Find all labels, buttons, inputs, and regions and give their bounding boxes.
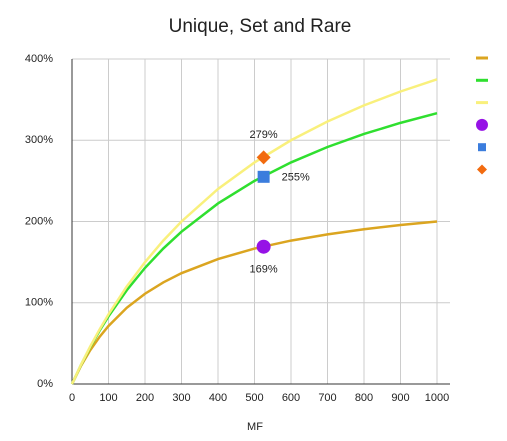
x-tick-label: 300 [172,392,190,404]
point [256,150,271,165]
legend-marker [478,143,486,152]
x-tick-label: 100 [99,392,117,404]
x-tick-label: 800 [355,392,373,404]
point [257,170,270,183]
data-label: 279% [250,129,278,141]
legend-marker [476,118,488,131]
x-tick-label: 900 [391,392,409,404]
chart-title: Unique, Set and Rare [169,16,352,37]
y-tick-label: 400% [25,53,53,65]
y-tick-label: 0% [37,378,53,390]
x-tick-label: 0 [69,392,75,404]
x-tick-label: 600 [282,392,300,404]
x-tick-label: 700 [318,392,336,404]
x-tick-label: 400 [209,392,227,404]
series-line [70,220,438,385]
y-tick-label: 200% [25,215,53,227]
y-tick-label: 100% [25,297,53,309]
legend-marker [477,164,487,175]
data-label: 169% [250,264,278,276]
y-tick-label: 300% [25,134,53,146]
point [256,239,271,254]
x-tick-label: 500 [245,392,263,404]
x-axis-label: MF [247,421,263,433]
x-tick-label: 200 [136,392,154,404]
x-tick-label: 1000 [425,392,449,404]
data-label: 255% [282,172,310,184]
series-line [70,78,438,385]
